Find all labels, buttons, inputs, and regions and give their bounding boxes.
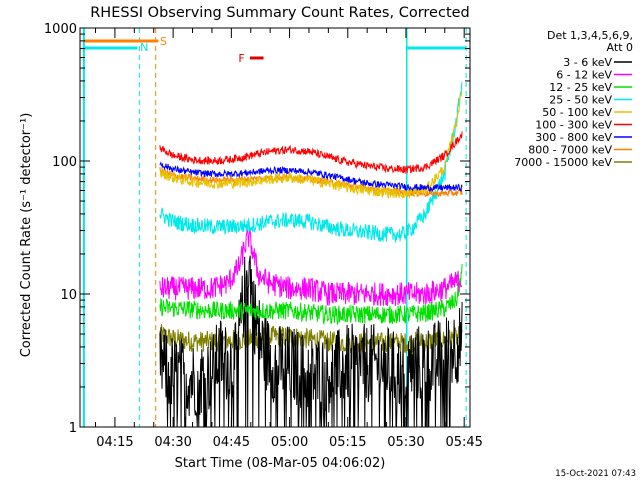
flare-flag: F [238, 52, 244, 65]
legend-label: 300 - 800 keV [535, 131, 612, 144]
x-tick-label: 05:45 [445, 435, 482, 450]
x-tick-label: 05:00 [271, 435, 308, 450]
x-tick-labels: 04:15 04:30 04:45 05:00 05:15 05:30 05:45 [96, 435, 483, 450]
series-line-6-12-kev [159, 228, 463, 306]
x-tick-label: 04:45 [213, 435, 250, 450]
series-line-12-25-kev [159, 263, 463, 326]
series-line-25-50-kev [159, 82, 463, 243]
legend-header-line-2: Att 0 [607, 41, 633, 54]
saa-flag: S [160, 35, 167, 48]
y-tick-label: 1 [69, 421, 77, 436]
axis-ticks [80, 27, 470, 428]
legend-label: 7000 - 15000 keV [514, 156, 612, 169]
x-tick-label: 05:15 [329, 435, 366, 450]
legend-header-line-1: Det 1,3,4,5,6,9, [547, 29, 633, 42]
series-line-3-6-kev [159, 255, 463, 428]
y-tick-label: 100 [52, 155, 77, 170]
series-line-50-100-kev [159, 91, 463, 200]
x-tick-label: 04:30 [154, 435, 191, 450]
y-tick-label: 10 [60, 288, 77, 303]
legend-label: 12 - 25 keV [549, 81, 612, 94]
legend-label: 3 - 6 keV [563, 56, 612, 69]
legend-label: 800 - 7000 keV [528, 144, 612, 157]
night-flag: N [140, 41, 148, 54]
chart-title: RHESSI Observing Summary Count Rates, Co… [90, 5, 470, 21]
x-tick-label: 04:15 [96, 435, 133, 450]
timestamp: 15-Oct-2021 07:43 [555, 469, 636, 479]
legend-label: 100 - 300 keV [535, 119, 612, 132]
legend-label: 25 - 50 keV [549, 94, 612, 107]
x-tick-label: 05:30 [387, 435, 424, 450]
observing-markers: SN F [82, 28, 467, 427]
series-line-300-800-kev [159, 161, 463, 193]
y-tick-labels: 1 10 100 1000 [44, 22, 77, 436]
legend-label: 50 - 100 keV [542, 106, 612, 119]
plot-frame [79, 27, 471, 428]
legend-label: 6 - 12 keV [556, 69, 612, 82]
y-tick-label: 1000 [44, 22, 77, 37]
series-layer [159, 82, 463, 428]
y-axis-label: Corrected Count Rate (s⁻¹ detector⁻¹) [19, 113, 34, 358]
x-axis-label: Start Time (08-Mar-05 04:06:02) [175, 456, 386, 471]
series-line-100-300-kev [159, 131, 463, 175]
